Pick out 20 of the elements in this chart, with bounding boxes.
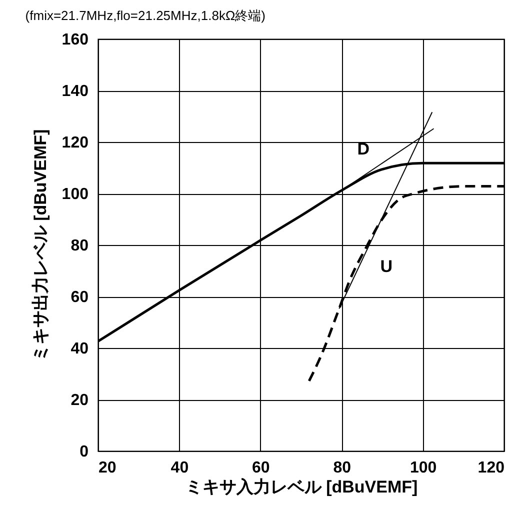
y-tick-label: 140 [62,83,89,100]
x-tick-label: 100 [410,460,437,476]
x-tick-label: 20 [98,460,116,476]
y-tick-label: 120 [62,134,89,152]
y-tick-label: 20 [70,392,89,409]
y-tick-label: 0 [80,444,89,460]
y-tick-label: 40 [70,340,89,358]
x-tick-label: 60 [252,460,270,476]
y-tick-label: 100 [62,186,89,203]
chart-subtitle: (fmix=21.7MHz,flo=21.25MHz,1.8kΩ終端) [25,8,266,23]
series-label: U [380,257,393,276]
y-axis-title: ミキサ出力レベル [dBuVEMF] [30,129,50,362]
y-tick-label: 60 [70,289,89,306]
x-tick-label: 120 [478,460,505,476]
y-tick-label: 160 [62,32,89,48]
x-tick-label: 40 [170,460,189,476]
x-axis-title: ミキサ入力レベル [dBuVEMF] [185,478,418,496]
series-label: D [357,140,370,159]
y-tick-label: 80 [70,238,89,254]
x-tick-label: 80 [333,460,352,476]
